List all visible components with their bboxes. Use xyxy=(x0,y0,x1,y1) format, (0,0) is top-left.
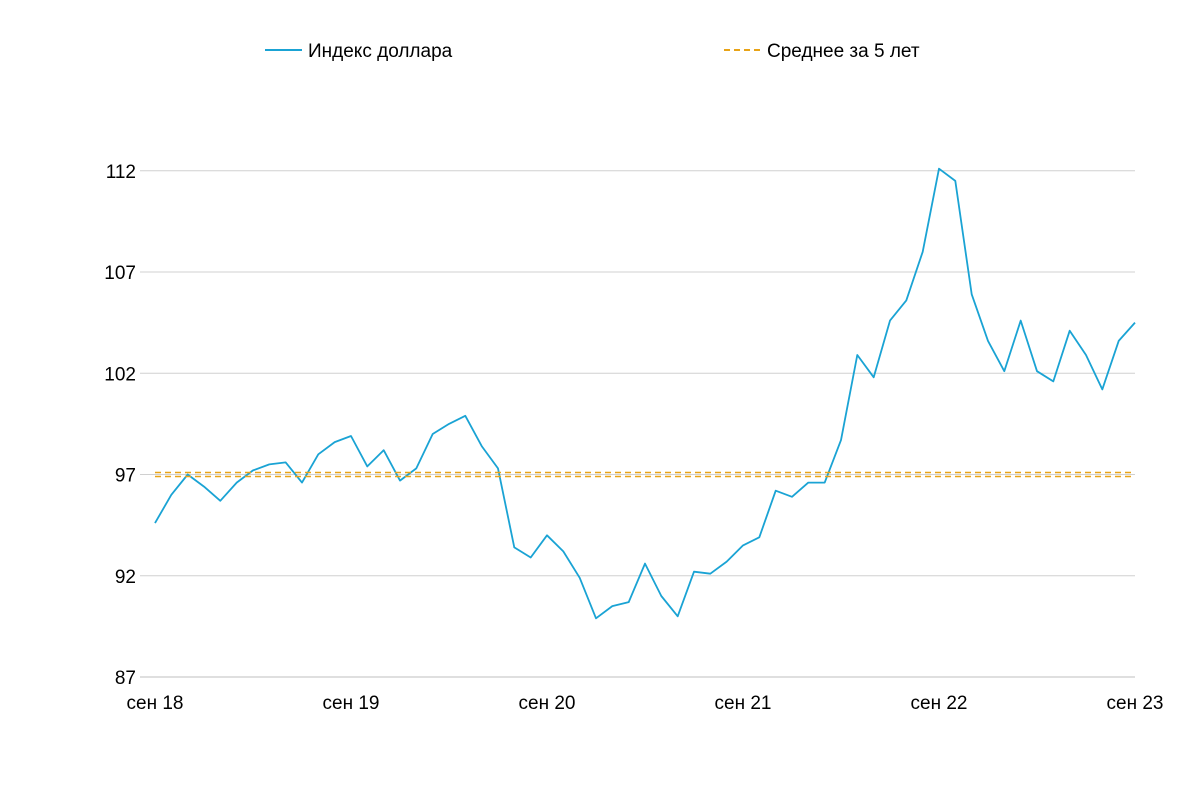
legend: Индекс доллара Среднее за 5 лет xyxy=(265,41,920,62)
x-tick-label: сен 19 xyxy=(323,693,380,714)
x-tick-label: сен 22 xyxy=(911,693,968,714)
y-tick-label: 87 xyxy=(115,668,136,689)
x-tick-label: сен 18 xyxy=(127,693,184,714)
x-tick-label: сен 23 xyxy=(1107,693,1164,714)
series-line-0 xyxy=(154,167,1136,620)
x-axis-tick-labels: сен 18 сен 19 сен 20 сен 21 сен 22 сен 23 xyxy=(127,693,1164,714)
series-layer xyxy=(154,167,1136,620)
y-tick-label: 112 xyxy=(106,162,136,183)
y-tick-label: 92 xyxy=(115,567,136,588)
legend-label-five-year-average: Среднее за 5 лет xyxy=(767,41,920,62)
x-tick-label: сен 20 xyxy=(519,693,576,714)
legend-label-dollar-index: Индекс доллара xyxy=(308,41,453,62)
y-tick-label: 97 xyxy=(115,466,136,487)
y-tick-label: 107 xyxy=(104,263,136,284)
y-tick-label: 102 xyxy=(104,364,136,385)
gridlines xyxy=(140,170,1135,577)
y-axis-tick-labels: 87 92 97 102 107 112 xyxy=(104,162,136,689)
x-tick-label: сен 21 xyxy=(715,693,772,714)
